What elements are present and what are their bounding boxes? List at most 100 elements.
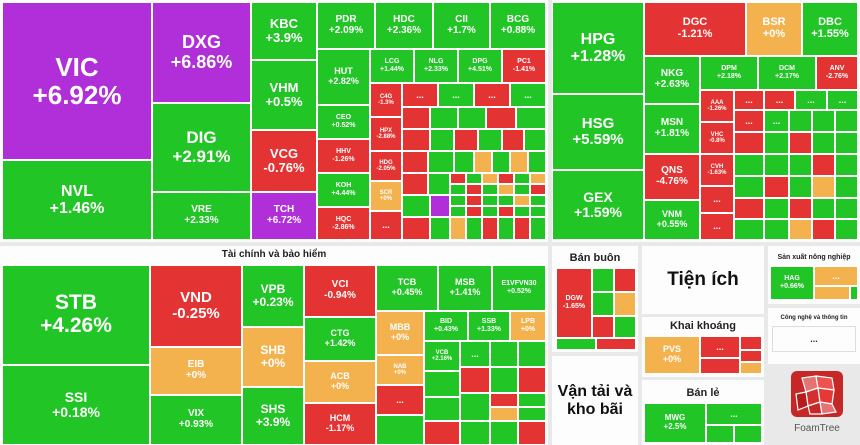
tile-more-fin-14[interactable]	[490, 407, 518, 421]
tile-more-re-18[interactable]	[428, 151, 454, 173]
tile-more-fin-4[interactable]	[490, 341, 518, 367]
tile-more-ind-14[interactable]	[789, 132, 812, 154]
tile-more-ind-10[interactable]	[812, 110, 835, 132]
tile-more-re-41[interactable]	[466, 195, 482, 206]
tile-more-re-23[interactable]	[528, 151, 546, 173]
tile-ANV[interactable]: ANV -2.76%	[816, 56, 858, 90]
tile-more-re-43[interactable]	[498, 195, 514, 206]
tile-DCM[interactable]: DCM +2.17%	[758, 56, 816, 90]
tile-VPB[interactable]: VPB +0.23%	[242, 265, 304, 327]
tile-more-ind-34[interactable]	[789, 219, 812, 240]
tile-DPM[interactable]: DPM +2.18%	[700, 56, 758, 90]
tile-C4G[interactable]: C4G -1.3%	[370, 83, 402, 117]
tile-VHM[interactable]: VHM +0.5%	[251, 60, 317, 130]
tile-more-re-49[interactable]	[498, 206, 514, 217]
tile-BSR[interactable]: BSR +0%	[746, 2, 802, 56]
tile-more-ind-24[interactable]	[789, 176, 812, 198]
tile-more-re-36[interactable]	[514, 184, 530, 195]
tile-NLG[interactable]: NLG +2.33%	[414, 49, 458, 83]
tile-more-tech-1[interactable]: ...	[772, 326, 856, 352]
tile-MSN[interactable]: MSN +1.81%	[644, 104, 700, 154]
tile-more-re-8[interactable]	[458, 107, 486, 129]
tile-GEX[interactable]: GEX +1.59%	[552, 170, 644, 240]
tile-more-ag-2[interactable]	[814, 286, 850, 300]
tile-more-ind-1[interactable]: ...	[700, 186, 734, 213]
tile-more-fin-15[interactable]	[518, 407, 546, 421]
tile-VCB[interactable]: VCB +2.16%	[424, 341, 460, 371]
tile-more-re-12[interactable]	[430, 129, 454, 151]
tile-PDR[interactable]: PDR +2.09%	[317, 2, 375, 49]
tile-more-re-58[interactable]	[514, 217, 530, 240]
tile-HPG[interactable]: HPG +1.28%	[552, 2, 644, 94]
tile-more-re-40[interactable]	[450, 195, 466, 206]
tile-NVL[interactable]: NVL +1.46%	[2, 160, 152, 240]
tile-QNS[interactable]: QNS -4.76%	[644, 154, 700, 200]
tile-DIG[interactable]: DIG +2.91%	[152, 103, 251, 192]
tile-more-ind-15[interactable]	[812, 132, 835, 154]
tile-more-ind-30[interactable]	[812, 198, 835, 219]
tile-more-re-13[interactable]	[454, 129, 478, 151]
tile-CTG[interactable]: CTG +1.42%	[304, 317, 376, 361]
tile-HPX[interactable]: HPX -2.88%	[370, 117, 402, 151]
tile-more-ag-3[interactable]	[850, 286, 858, 300]
tile-VIC[interactable]: VIC +6.92%	[2, 2, 152, 160]
tile-more-ind-11[interactable]	[835, 110, 858, 132]
tile-more-re-37[interactable]	[530, 184, 546, 195]
tile-more-re-5[interactable]: ...	[510, 83, 546, 107]
tile-more-re-11[interactable]	[402, 129, 430, 151]
tile-more-re-51[interactable]	[530, 206, 546, 217]
tile-more-fin-6[interactable]	[424, 371, 460, 397]
tile-STB[interactable]: STB +4.26%	[2, 265, 150, 365]
tile-more-re-34[interactable]	[482, 184, 498, 195]
tile-DBC[interactable]: DBC +1.55%	[802, 2, 858, 56]
tile-more-re-33[interactable]	[466, 184, 482, 195]
tile-more-ind-26[interactable]	[835, 176, 858, 198]
tile-more-fin-13[interactable]	[518, 393, 546, 407]
tile-more-re-9[interactable]	[486, 107, 516, 129]
tile-LCG[interactable]: LCG +1.44%	[370, 49, 414, 83]
tile-more-ind-8[interactable]: ...	[764, 110, 789, 132]
tile-more-ind-21[interactable]	[835, 154, 858, 176]
tile-HUT[interactable]: HUT +2.82%	[317, 49, 370, 105]
tile-more-fin-3[interactable]: ...	[460, 341, 490, 367]
tile-more-ws-5[interactable]	[592, 316, 614, 338]
tile-more-ind-28[interactable]	[764, 198, 789, 219]
tile-more-ind-12[interactable]	[734, 132, 764, 154]
tile-more-fin-7[interactable]	[460, 367, 490, 393]
tile-more-rt-2[interactable]	[706, 425, 734, 443]
tile-more-fin-11[interactable]	[460, 393, 490, 421]
tile-PC1[interactable]: PC1 -1.41%	[502, 49, 546, 83]
tile-more-re-1[interactable]: ...	[370, 211, 402, 240]
tile-CVH[interactable]: CVH -1.63%	[700, 154, 734, 186]
tile-BID[interactable]: BID +0.43%	[424, 311, 468, 341]
tile-more-rt-1[interactable]: ...	[706, 403, 762, 425]
tile-VND[interactable]: VND -0.25%	[150, 265, 242, 347]
tile-more-ws-8[interactable]	[596, 338, 636, 350]
tile-DXG[interactable]: DXG +6.86%	[152, 2, 251, 103]
tile-KOH[interactable]: KOH +4.44%	[317, 173, 370, 207]
tile-more-re-53[interactable]	[430, 217, 450, 240]
tile-more-fin-9[interactable]	[518, 367, 546, 393]
tile-more-fin-2[interactable]	[376, 415, 424, 445]
tile-more-fin-1[interactable]: ...	[376, 385, 424, 415]
tile-more-re-25[interactable]	[428, 173, 450, 195]
tile-KBC[interactable]: KBC +3.9%	[251, 2, 317, 60]
tile-more-re-19[interactable]	[454, 151, 474, 173]
tile-more-ws-2[interactable]	[614, 268, 636, 292]
tile-more-re-4[interactable]: ...	[474, 83, 510, 107]
tile-more-re-6[interactable]	[402, 107, 430, 129]
tile-SSI[interactable]: SSI +0.18%	[2, 365, 150, 445]
tile-more-re-45[interactable]	[530, 195, 546, 206]
tile-more-re-24[interactable]	[402, 173, 428, 195]
tile-more-fin-17[interactable]	[460, 421, 490, 445]
tile-more-re-17[interactable]	[402, 151, 428, 173]
tile-more-ind-4[interactable]: ...	[764, 90, 795, 110]
tile-more-re-52[interactable]	[402, 217, 430, 240]
tile-more-ind-27[interactable]	[734, 198, 764, 219]
tile-SCR[interactable]: SCR +0%	[370, 181, 402, 211]
tile-more-re-46[interactable]	[450, 206, 466, 217]
tile-VCG[interactable]: VCG -0.76%	[251, 130, 317, 192]
tile-more-ag-1[interactable]: ...	[814, 266, 858, 286]
tile-more-ind-25[interactable]	[812, 176, 835, 198]
tile-VIX[interactable]: VIX +0.93%	[150, 395, 242, 445]
